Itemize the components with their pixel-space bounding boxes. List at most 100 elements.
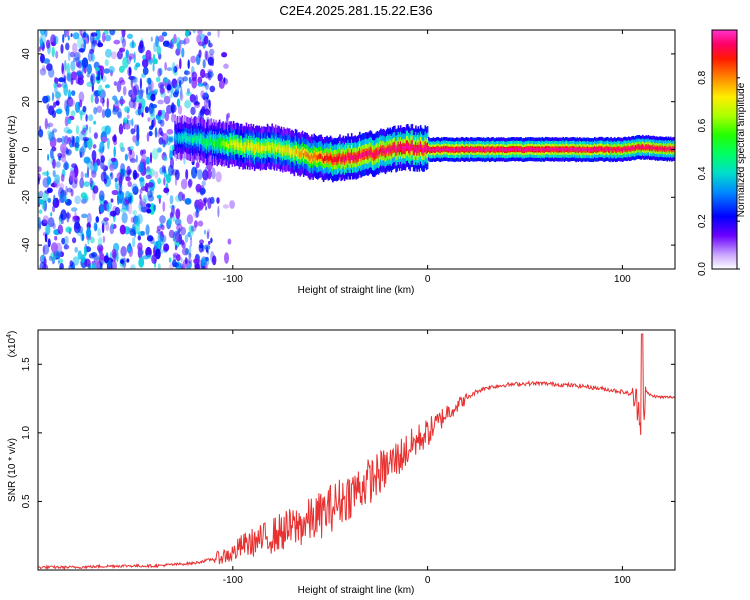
snr-y-scale: (x104) [6, 331, 18, 358]
noise-blob [58, 77, 66, 83]
ridge-cell [395, 148, 397, 154]
noise-blob [123, 117, 128, 124]
ridge-cell [285, 147, 287, 154]
noise-blob [89, 177, 93, 188]
ridge-cell [415, 144, 417, 150]
ridge-cell [396, 147, 398, 153]
noise-blob [211, 167, 216, 180]
ridge-cell [460, 147, 463, 151]
noise-blob [133, 124, 139, 133]
ridge-cell [384, 150, 387, 156]
noise-blob [142, 54, 147, 60]
noise-blob [154, 127, 158, 138]
noise-blob [48, 105, 55, 116]
ridge-cell [176, 135, 179, 141]
ridge-cell [439, 148, 442, 152]
noise-blob [106, 97, 109, 110]
ridge-cell [463, 148, 465, 152]
noise-blob [135, 139, 140, 147]
ridge-cell [214, 141, 216, 147]
ridge-cell [193, 137, 195, 143]
ridge-cell [591, 148, 594, 152]
ridge-cell [452, 148, 455, 152]
colorbar-label: Normalized spectral amplitude [736, 82, 747, 217]
noise-blob [73, 57, 77, 63]
ridge-cell [457, 148, 459, 152]
ridge-cell [221, 142, 223, 148]
noise-blob [167, 217, 173, 226]
noise-blob [63, 162, 70, 171]
noise-blob [131, 118, 134, 127]
noise-blob [126, 119, 133, 125]
noise-blob [160, 92, 167, 98]
noise-blob [191, 225, 197, 232]
ridge-cell [643, 146, 645, 150]
ridge-cell [472, 148, 474, 152]
ridge-cell [609, 148, 611, 152]
noise-blob [202, 59, 206, 69]
y-tick-label: -40 [21, 237, 32, 252]
noise-blob [61, 62, 64, 75]
ridge-cell [571, 147, 574, 151]
ridge-cell [430, 148, 432, 152]
ridge-cell [263, 145, 265, 151]
noise-blob [157, 99, 164, 105]
ridge-cell [377, 150, 380, 156]
ridge-cell [279, 147, 282, 153]
noise-blob [93, 222, 98, 232]
noise-blob [71, 135, 74, 144]
noise-blob [80, 111, 83, 121]
noise-blob [139, 197, 143, 206]
noise-blob [173, 33, 177, 44]
noise-blob [127, 149, 135, 161]
ridge-cell [557, 148, 560, 152]
ridge-cell [290, 150, 292, 156]
noise-blob [172, 254, 177, 261]
noise-blob [47, 187, 53, 193]
ridge-cell [335, 157, 338, 163]
ridge-cell [473, 148, 476, 152]
ridge-cell [610, 147, 612, 151]
noise-blob [102, 235, 106, 243]
noise-blob [48, 67, 55, 78]
ridge-cell [549, 148, 552, 151]
noise-blob [138, 249, 144, 256]
ridge-cell [562, 147, 564, 151]
noise-blob [184, 99, 192, 109]
ridge-cell [512, 147, 514, 151]
noise-blob [178, 227, 181, 234]
ridge-cell [416, 147, 418, 153]
ridge-cell [598, 147, 601, 151]
ridge-cell [374, 152, 376, 158]
ridge-cell [639, 146, 642, 150]
noise-blob [110, 198, 114, 203]
noise-blob [42, 65, 46, 72]
noise-blob [100, 155, 105, 163]
noise-blob [91, 40, 98, 47]
ridge-cell [431, 148, 434, 152]
noise-blob [97, 244, 104, 252]
noise-blob [121, 258, 125, 266]
ridge-cell [544, 147, 547, 151]
ridge-cell [407, 142, 409, 149]
ridge-cell [269, 145, 271, 151]
ridge-cell [501, 148, 504, 152]
ridge-cell [236, 141, 238, 147]
noise-blob [197, 76, 203, 85]
noise-blob [174, 245, 178, 251]
noise-blob [72, 32, 80, 40]
noise-blob [79, 30, 83, 36]
ridge-cell [225, 141, 228, 147]
noise-blob [42, 245, 46, 257]
ridge-cell [325, 155, 327, 161]
noise-blob [202, 95, 206, 100]
noise-blob [62, 33, 65, 44]
noise-blob [90, 32, 98, 37]
ridge-cell [338, 155, 340, 161]
ridge-cell [577, 148, 580, 152]
ridge-cell [242, 145, 244, 151]
spectrogram-x-label: Height of straight line (km) [298, 285, 415, 296]
noise-blob [197, 30, 203, 35]
ridge-cell [447, 148, 450, 152]
ridge-cell [361, 152, 363, 158]
